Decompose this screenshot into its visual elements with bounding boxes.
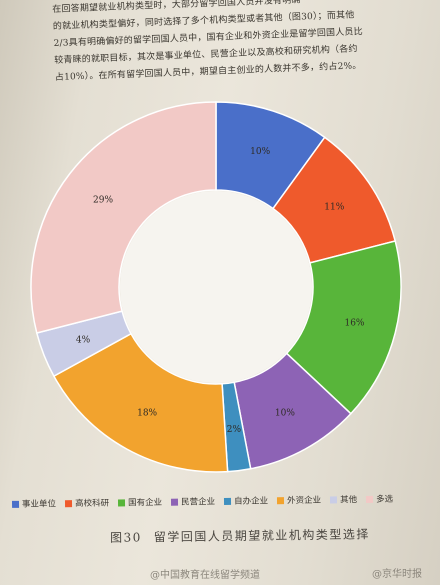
legend-swatch [366,495,374,503]
donut-slice-6 [52,332,229,473]
watermark-source: @中国教育在线留学频道 [150,570,260,581]
legend-swatch [64,499,73,507]
legend-label: 事业单位 [21,499,57,510]
legend-swatch [171,498,179,506]
legend-label: 高校科研 [74,498,110,510]
legend-swatch [224,497,232,505]
legend-label: 国有企业 [127,497,163,509]
figure-caption: 图30 留学回国人员期望就业机构类型选择 [110,525,370,546]
legend-item-3: 国有企业 [117,496,163,509]
slice-label-2: 11% [324,203,344,213]
figure-title: 留学回国人员期望就业机构类型选择 [153,527,370,545]
slice-label-7: 4% [76,336,91,346]
legend-label: 外资企业 [287,495,322,507]
legend-swatch [117,498,126,506]
slice-label-5: 2% [227,425,242,435]
donut-slice-3 [285,240,402,415]
slice-label-1: 10% [250,147,270,157]
legend-swatch [11,500,20,508]
legend-swatch [330,495,338,503]
watermark-publisher: @京华时报 [372,569,422,580]
legend-item-1: 事业单位 [11,497,57,510]
legend-item-2: 高校科研 [64,497,110,510]
figure-number: 图30 [109,530,142,545]
slice-label-3: 16% [344,319,364,329]
slice-label-4: 10% [275,408,295,418]
legend-item-4: 民营企业 [171,495,215,508]
donut-hole [120,191,312,383]
legend-label: 其他 [340,495,358,506]
slice-label-8: 29% [93,195,113,205]
legend-label: 自办企业 [234,496,269,507]
legend-label: 民营企业 [180,497,216,508]
legend-swatch [277,496,285,504]
legend-item-5: 自办企业 [224,494,268,507]
donut-slice-8 [30,101,217,334]
legend-label: 多选 [376,494,394,505]
slice-label-6: 18% [137,408,157,418]
legend-item-6: 外资企业 [277,494,321,507]
legend-item-8: 多选 [366,493,393,505]
legend-item-7: 其他 [330,493,357,505]
